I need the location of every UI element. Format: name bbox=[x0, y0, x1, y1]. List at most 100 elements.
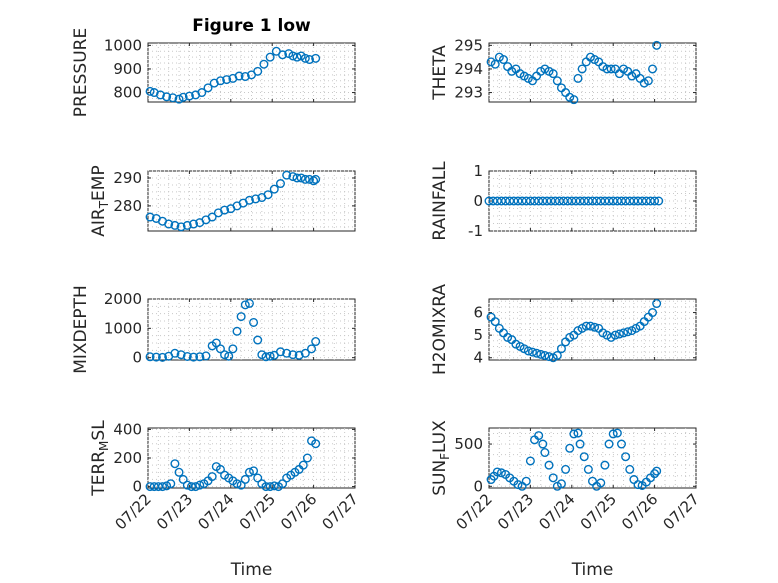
data-point bbox=[145, 352, 155, 362]
y-tick-label: 4 bbox=[473, 349, 483, 367]
data-point bbox=[251, 194, 261, 204]
grid bbox=[147, 428, 356, 488]
data-point bbox=[652, 40, 662, 50]
data-point bbox=[561, 464, 571, 474]
data-point bbox=[311, 174, 321, 184]
grid bbox=[147, 298, 356, 360]
x-tick-label: 07/26 bbox=[277, 490, 320, 533]
data-point bbox=[282, 348, 292, 358]
x-tick-label: 07/23 bbox=[494, 490, 537, 533]
data-point bbox=[565, 443, 575, 453]
data-point bbox=[610, 330, 620, 340]
data-point bbox=[608, 429, 618, 439]
y-axis-label: H2OMIXRA bbox=[430, 284, 450, 375]
data-point bbox=[536, 349, 546, 359]
data-point bbox=[621, 452, 631, 462]
data-point bbox=[184, 91, 194, 101]
data-point bbox=[170, 220, 180, 230]
subplot-4: -1 0 1 RAINFALL bbox=[430, 161, 697, 241]
data-point bbox=[569, 95, 579, 105]
data-point bbox=[176, 222, 186, 232]
data-point bbox=[215, 464, 225, 474]
data-point bbox=[292, 173, 302, 183]
grid bbox=[488, 428, 697, 488]
figure-title: Figure 1 low bbox=[192, 16, 311, 36]
data-point bbox=[298, 460, 308, 470]
data-point bbox=[228, 344, 238, 354]
y-axis-label: THETA bbox=[430, 45, 450, 101]
y-tick-label: 0 bbox=[473, 477, 483, 495]
data-point bbox=[579, 452, 589, 462]
grid bbox=[488, 299, 697, 360]
data-point bbox=[490, 317, 500, 327]
data-point bbox=[249, 466, 259, 476]
data-point bbox=[170, 348, 180, 358]
y-tick-label: 800 bbox=[113, 84, 142, 102]
data-point bbox=[643, 76, 653, 86]
y-axis-label: MIXDEPTH bbox=[71, 285, 91, 374]
data-point bbox=[278, 479, 288, 489]
data-point bbox=[648, 308, 658, 318]
data-point bbox=[585, 321, 595, 331]
data-point bbox=[215, 76, 225, 86]
data-point bbox=[178, 474, 188, 484]
data-point bbox=[197, 88, 207, 98]
data-point bbox=[633, 480, 643, 490]
data-point bbox=[236, 312, 246, 322]
data-point bbox=[304, 174, 314, 184]
data-point bbox=[182, 480, 192, 490]
data-point bbox=[650, 196, 660, 206]
data-point bbox=[269, 184, 279, 194]
data-point bbox=[282, 170, 292, 180]
y-tick-label: 0 bbox=[473, 192, 483, 210]
data-point bbox=[296, 173, 306, 183]
data-point bbox=[600, 460, 610, 470]
data-point bbox=[652, 299, 662, 309]
data-point bbox=[292, 52, 302, 62]
data-point bbox=[650, 469, 660, 479]
grid bbox=[488, 43, 697, 102]
y-tick-label: 500 bbox=[454, 435, 483, 453]
data-point bbox=[164, 219, 174, 229]
data-point bbox=[240, 300, 250, 310]
data-point bbox=[544, 460, 554, 470]
data-point bbox=[513, 480, 523, 490]
data-point bbox=[573, 428, 583, 438]
y-axis-label: RAINFALL bbox=[430, 161, 450, 241]
data-point bbox=[178, 92, 188, 102]
data-point bbox=[253, 473, 263, 483]
data-point bbox=[294, 350, 304, 360]
subplot-8: 0 500SUNFLUX07/2207/2307/2407/2507/2607/2… bbox=[430, 420, 703, 580]
data-point bbox=[249, 317, 259, 327]
data-point bbox=[240, 474, 250, 484]
data-point bbox=[211, 338, 221, 348]
data-point bbox=[525, 456, 535, 466]
x-tick-label: 07/27 bbox=[319, 490, 362, 533]
data-point bbox=[309, 176, 319, 186]
data-point bbox=[532, 348, 542, 358]
data-point bbox=[492, 467, 502, 477]
series-markers bbox=[145, 170, 321, 232]
series-markers bbox=[486, 428, 662, 491]
y-tick-label: 293 bbox=[454, 84, 483, 102]
data-point bbox=[652, 466, 662, 476]
data-point bbox=[302, 453, 312, 463]
data-point bbox=[232, 326, 242, 336]
data-point bbox=[625, 464, 635, 474]
y-axis-label: AIRTEMP bbox=[89, 165, 111, 236]
data-point bbox=[612, 428, 622, 438]
y-tick-label: 0 bbox=[132, 478, 142, 496]
data-point bbox=[195, 352, 205, 362]
data-point bbox=[619, 328, 629, 338]
data-point bbox=[207, 472, 217, 482]
data-point bbox=[207, 212, 217, 222]
data-point bbox=[606, 64, 616, 74]
data-point bbox=[253, 335, 263, 345]
data-point bbox=[307, 344, 317, 354]
subplot-1: 800 900 1000 PRESSURE bbox=[71, 28, 356, 117]
y-tick-label: 1 bbox=[473, 162, 483, 180]
data-point bbox=[240, 72, 250, 82]
y-axis-label: TERRMSL bbox=[89, 420, 111, 497]
data-point bbox=[234, 71, 244, 81]
